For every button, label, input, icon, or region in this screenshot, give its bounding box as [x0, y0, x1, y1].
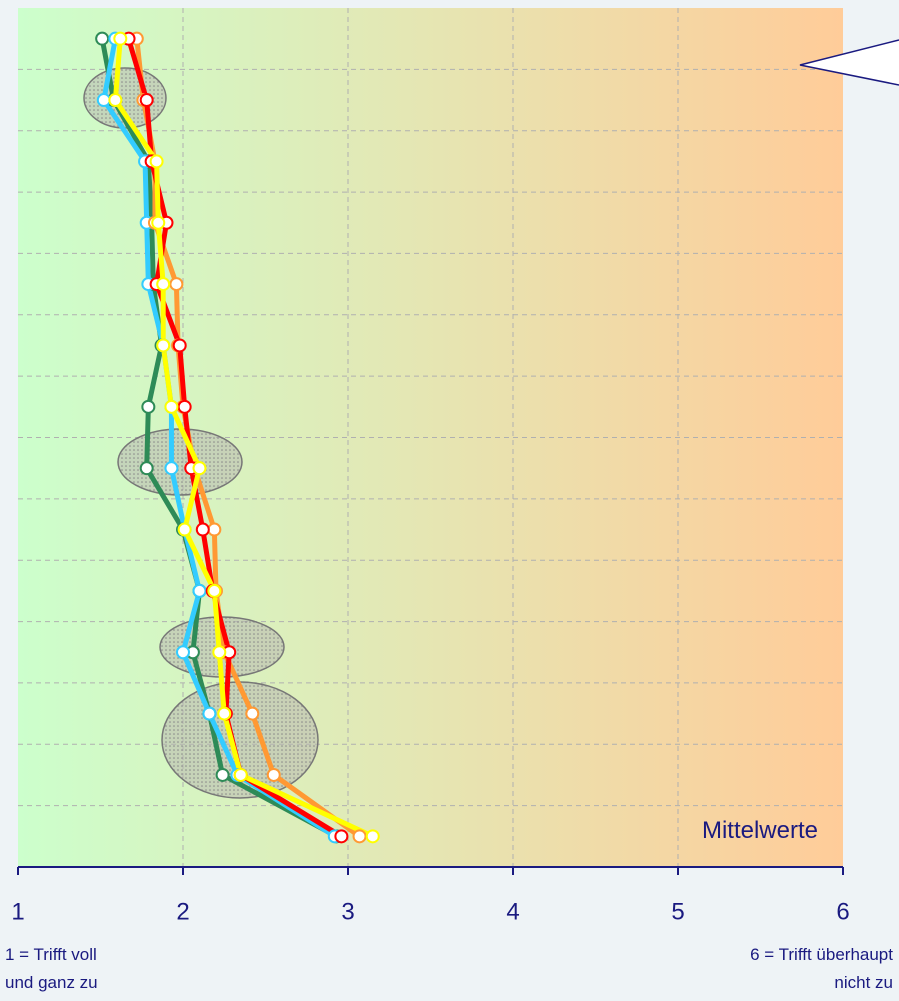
x-tick-label: 2	[176, 898, 189, 925]
series-line	[101, 38, 337, 839]
point	[95, 31, 110, 46]
point	[139, 93, 154, 108]
point	[192, 461, 207, 476]
point	[169, 277, 184, 292]
series-line	[112, 38, 374, 839]
point	[151, 215, 166, 230]
point	[212, 645, 227, 660]
point	[139, 461, 154, 476]
point	[164, 461, 179, 476]
point	[177, 399, 192, 414]
point	[176, 645, 190, 660]
point	[192, 583, 207, 598]
x-label-left: 1 = Trifft voll	[5, 945, 97, 964]
point	[177, 522, 192, 537]
x-tick-label: 3	[341, 898, 354, 925]
point	[108, 93, 123, 108]
annotation: Mittelwerte	[702, 817, 818, 844]
point	[149, 154, 164, 169]
point	[334, 829, 349, 844]
point	[113, 31, 128, 46]
point	[141, 399, 156, 414]
point	[207, 522, 222, 537]
x-tick-label: 4	[506, 898, 519, 925]
point	[365, 829, 380, 844]
x-label-left: und ganz zu	[5, 973, 98, 992]
x-label-right: 6 = Trifft überhaupt	[750, 945, 893, 964]
point	[352, 829, 367, 844]
point	[215, 767, 230, 782]
x-tick-label: 5	[671, 898, 684, 925]
point	[156, 277, 171, 292]
point	[195, 522, 210, 537]
point	[156, 338, 171, 353]
point	[266, 767, 281, 782]
point	[207, 583, 222, 598]
point	[96, 93, 111, 108]
point	[202, 706, 217, 721]
highlight	[117, 428, 243, 496]
x-tick-label: 1	[11, 898, 24, 925]
point	[172, 338, 187, 353]
point	[164, 399, 179, 414]
point	[233, 767, 248, 782]
point	[245, 706, 260, 721]
callout	[799, 39, 899, 86]
point	[217, 706, 232, 721]
x-tick-label: 6	[836, 898, 849, 925]
x-label-right: nicht zu	[834, 973, 893, 992]
